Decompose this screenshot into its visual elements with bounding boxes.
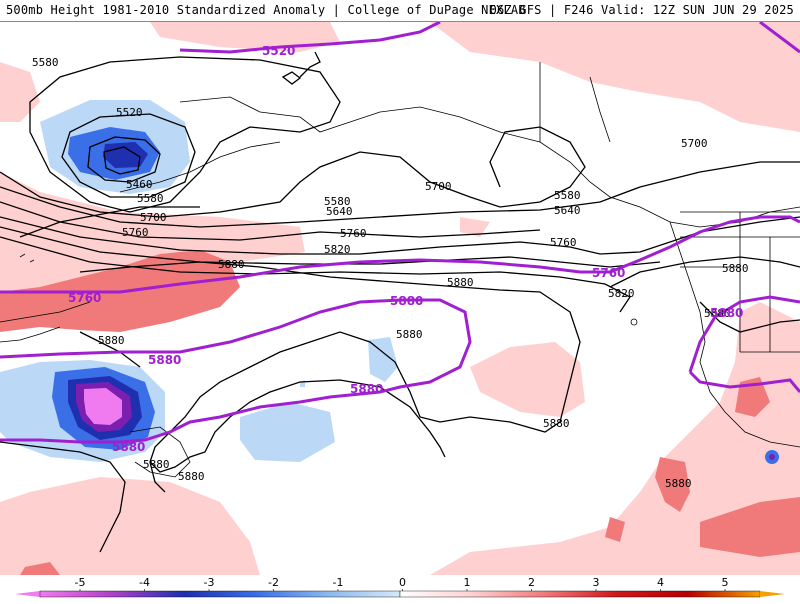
colorbar-tick-label: -3 xyxy=(204,576,215,589)
contour-label: 5760 xyxy=(550,236,577,249)
colorbar-tick-label: 5 xyxy=(722,576,729,589)
contour-label: 5880 xyxy=(218,258,245,271)
reference-contour-label: 5520 xyxy=(262,44,295,58)
contour-label: 5640 xyxy=(326,205,353,218)
contour-label: 5580 xyxy=(554,189,581,202)
map-header: 500mb Height 1981-2010 Standardized Anom… xyxy=(0,0,800,22)
contour-label: 5880 xyxy=(722,262,749,275)
map-title: 500mb Height 1981-2010 Standardized Anom… xyxy=(6,3,526,17)
contour-label: 5820 xyxy=(324,243,351,256)
colorbar-ticks: -5 -4 -3 -2 -1 0 1 2 3 4 5 xyxy=(75,576,729,591)
contour-label: 5880 xyxy=(396,328,423,341)
run-info: 06Z GFS | F246 Valid: 12Z SUN JUN 29 202… xyxy=(489,3,794,17)
colorbar-tick-label: 3 xyxy=(593,576,600,589)
contour-label: 5580 xyxy=(32,56,59,69)
contour-labels: 5580 5520 5460 5580 5700 5760 5580 5640 … xyxy=(32,56,749,490)
colorbar-tick-label: 2 xyxy=(528,576,535,589)
reference-contour-label: 5880 xyxy=(710,306,743,320)
reference-contour-label: 5760 xyxy=(68,291,101,305)
contour-label: 5460 xyxy=(126,178,153,191)
colorbar-tick-label: 0 xyxy=(399,576,406,589)
negative-anomaly-north xyxy=(40,100,190,194)
contour-label: 5580 xyxy=(324,195,351,208)
contour-label: 5880 xyxy=(143,458,170,471)
colorbar-tick-label: -2 xyxy=(268,576,279,589)
colorbar-negative xyxy=(39,590,401,598)
colorbar-tick-label: 4 xyxy=(657,576,664,589)
reference-contour-label: 5880 xyxy=(390,294,423,308)
anomaly-colorbar: -5 -4 -3 -2 -1 0 1 2 3 4 5 xyxy=(0,575,800,600)
contour-label: 5760 xyxy=(340,227,367,240)
reference-contour-label: 5880 xyxy=(350,382,383,396)
contour-label: 5880 xyxy=(543,417,570,430)
colorbar-min-arrow xyxy=(15,591,40,597)
reference-contour-label: 5760 xyxy=(592,266,625,280)
colorbar-positive xyxy=(399,590,761,598)
colorbar-canvas: -5 -4 -3 -2 -1 0 1 2 3 4 5 xyxy=(15,576,785,598)
anomaly-map: 5580 5520 5460 5580 5700 5760 5580 5640 … xyxy=(0,22,800,575)
contour-label: 5580 xyxy=(137,192,164,205)
contour-label: 5700 xyxy=(140,211,167,224)
contour-label: 5820 xyxy=(608,287,635,300)
contour-label: 5880 xyxy=(178,470,205,483)
colorbar-max-arrow xyxy=(760,591,785,597)
colorbar-tick-label: -4 xyxy=(139,576,150,589)
colorbar-tick-label: 1 xyxy=(464,576,471,589)
negative-anomaly-south xyxy=(0,337,779,464)
contour-label: 5880 xyxy=(98,334,125,347)
contour-label: 5880 xyxy=(665,477,692,490)
contour-label: 5700 xyxy=(425,180,452,193)
map-canvas: 5580 5520 5460 5580 5700 5760 5580 5640 … xyxy=(0,22,800,575)
reference-contour-label: 5880 xyxy=(148,353,181,367)
colorbar-tick-label: -1 xyxy=(333,576,344,589)
contour-label: 5880 xyxy=(447,276,474,289)
reference-contour-labels: 5520 5760 5760 5880 5880 5880 5880 5880 xyxy=(68,44,743,454)
contour-label: 5760 xyxy=(122,226,149,239)
reference-contours xyxy=(0,22,800,444)
colorbar-tick-label: -5 xyxy=(75,576,86,589)
contour-label: 5520 xyxy=(116,106,143,119)
contour-label: 5700 xyxy=(681,137,708,150)
reference-contour-label: 5880 xyxy=(112,440,145,454)
contour-label: 5880 xyxy=(704,307,731,320)
contour-label: 5640 xyxy=(554,204,581,217)
